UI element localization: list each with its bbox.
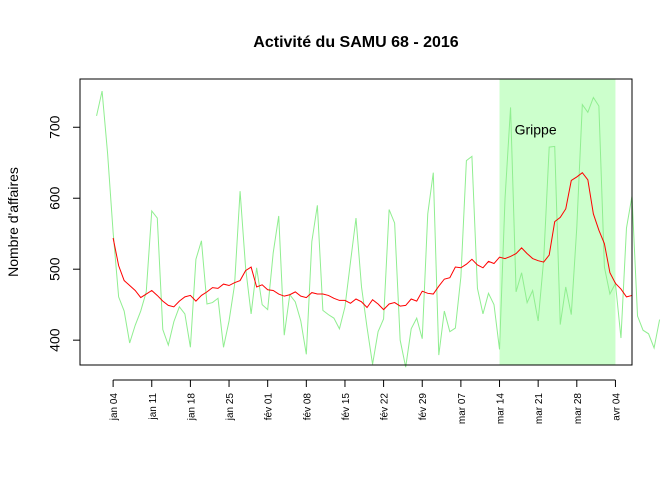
x-tick-label: fév 22 (380, 393, 391, 421)
x-tick-label: mar 14 (496, 393, 507, 425)
y-tick-label: 700 (47, 115, 63, 139)
x-tick-label: avr 04 (611, 393, 622, 421)
x-tick-label: mar 21 (534, 393, 545, 425)
y-axis-label: Nombre d'affaires (5, 167, 21, 277)
chart-title: Activité du SAMU 68 - 2016 (253, 34, 459, 51)
x-tick-label: fév 01 (264, 393, 275, 421)
series-line-1 (96, 90, 661, 368)
y-tick-label: 400 (47, 328, 63, 352)
x-tick-label: mar 07 (457, 393, 468, 425)
x-tick-label: jan 18 (186, 393, 197, 422)
x-tick-label: jan 04 (109, 393, 120, 422)
y-tick-label: 500 (47, 257, 63, 281)
x-tick-label: fév 29 (418, 393, 429, 421)
x-tick-label: jan 11 (148, 393, 159, 421)
x-tick-label: fév 08 (302, 393, 313, 421)
x-axis: jan 04 jan 11 jan 18 jan 25 fév 01 fév 08 fév … (109, 379, 622, 425)
y-tick-label: 600 (47, 186, 63, 210)
annotation-label-grippe: Grippe (515, 121, 557, 137)
x-tick-label: fév 15 (341, 393, 352, 421)
x-tick-label: mar 28 (573, 393, 584, 425)
series-layer (96, 90, 661, 368)
y-axis: 400 500 600 700 (47, 115, 81, 352)
x-tick-label: jan 25 (225, 393, 236, 422)
series-line-2 (112, 171, 633, 311)
